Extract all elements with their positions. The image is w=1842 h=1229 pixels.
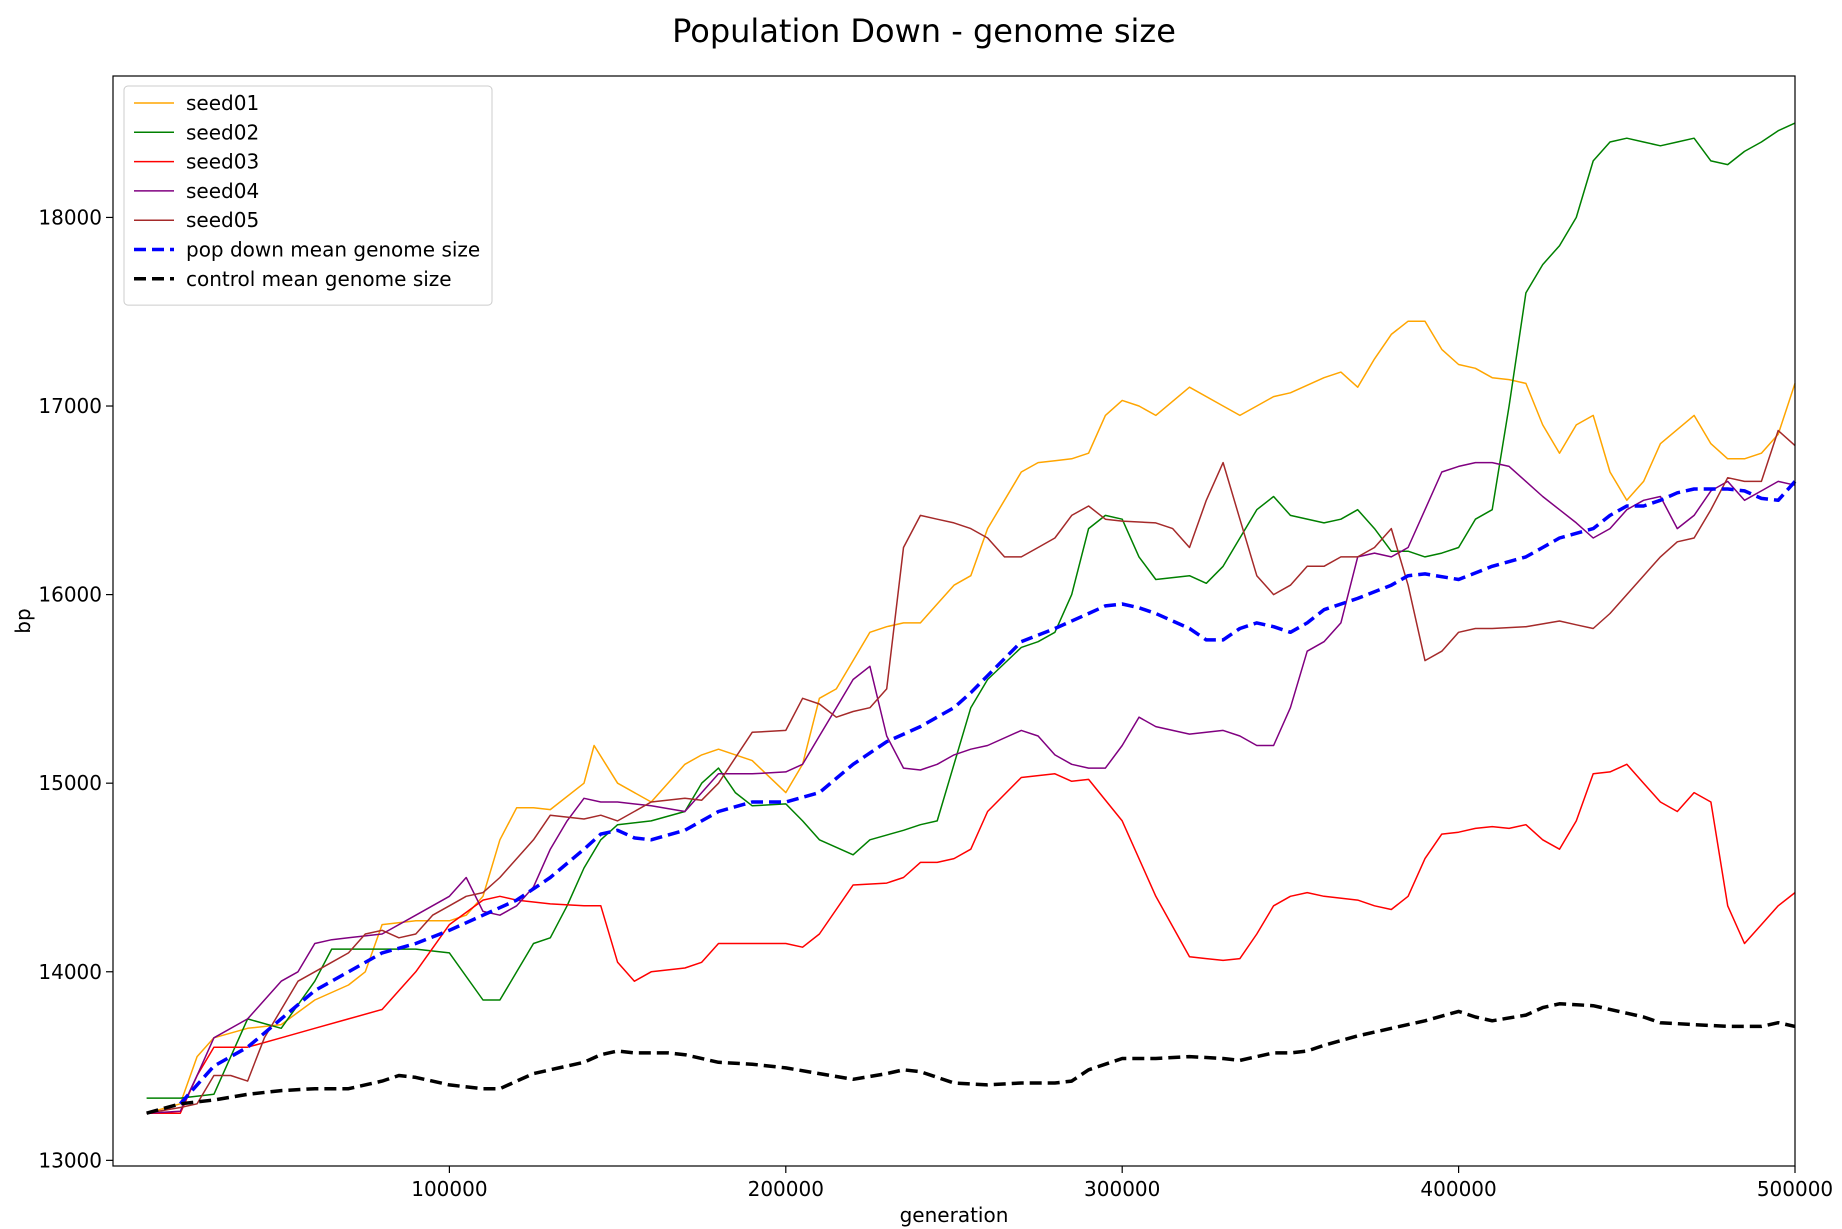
- x-tick-label: 100000: [411, 1177, 487, 1201]
- legend-label: seed05: [186, 208, 259, 232]
- x-tick-label: 400000: [1420, 1177, 1496, 1201]
- plot-frame: [112, 75, 1796, 1167]
- series-line-pop-down-mean-genome-size: [178, 480, 1797, 1105]
- legend-label: seed02: [186, 120, 259, 144]
- legend-label: seed01: [186, 91, 259, 115]
- series-line-seed03: [146, 763, 1796, 1114]
- legend-label: seed03: [186, 150, 259, 174]
- y-tick-label: 15000: [38, 771, 102, 795]
- y-tick-label: 18000: [38, 205, 102, 229]
- y-axis-title: bp: [11, 608, 35, 633]
- series-layer: [146, 122, 1797, 1115]
- series-line-control-mean-genome-size: [146, 1002, 1796, 1115]
- axes-layer: 100000 200000 300000 400000 500000 13000 14000…: [38, 205, 1833, 1201]
- legend: seed01 seed02 seed03 seed04 seed05 pop down m…: [123, 85, 493, 306]
- x-tick-label: 500000: [1757, 1177, 1833, 1201]
- series-line-seed01: [146, 320, 1796, 1114]
- legend-label: control mean genome size: [186, 267, 452, 291]
- y-tick-label: 14000: [38, 960, 102, 984]
- x-tick-label: 300000: [1084, 1177, 1160, 1201]
- x-tick-label: 200000: [748, 1177, 824, 1201]
- y-tick-label: 17000: [38, 394, 102, 418]
- series-line-seed02: [146, 122, 1796, 1099]
- y-tick-label: 16000: [38, 583, 102, 607]
- legend-label: seed04: [186, 179, 259, 203]
- legend-box: [123, 85, 493, 306]
- chart-title: Population Down - genome size: [672, 12, 1176, 50]
- y-tick-label: 13000: [38, 1148, 102, 1172]
- series-line-seed05: [146, 429, 1796, 1114]
- legend-label: pop down mean genome size: [186, 238, 480, 262]
- x-axis-title: generation: [900, 1203, 1009, 1227]
